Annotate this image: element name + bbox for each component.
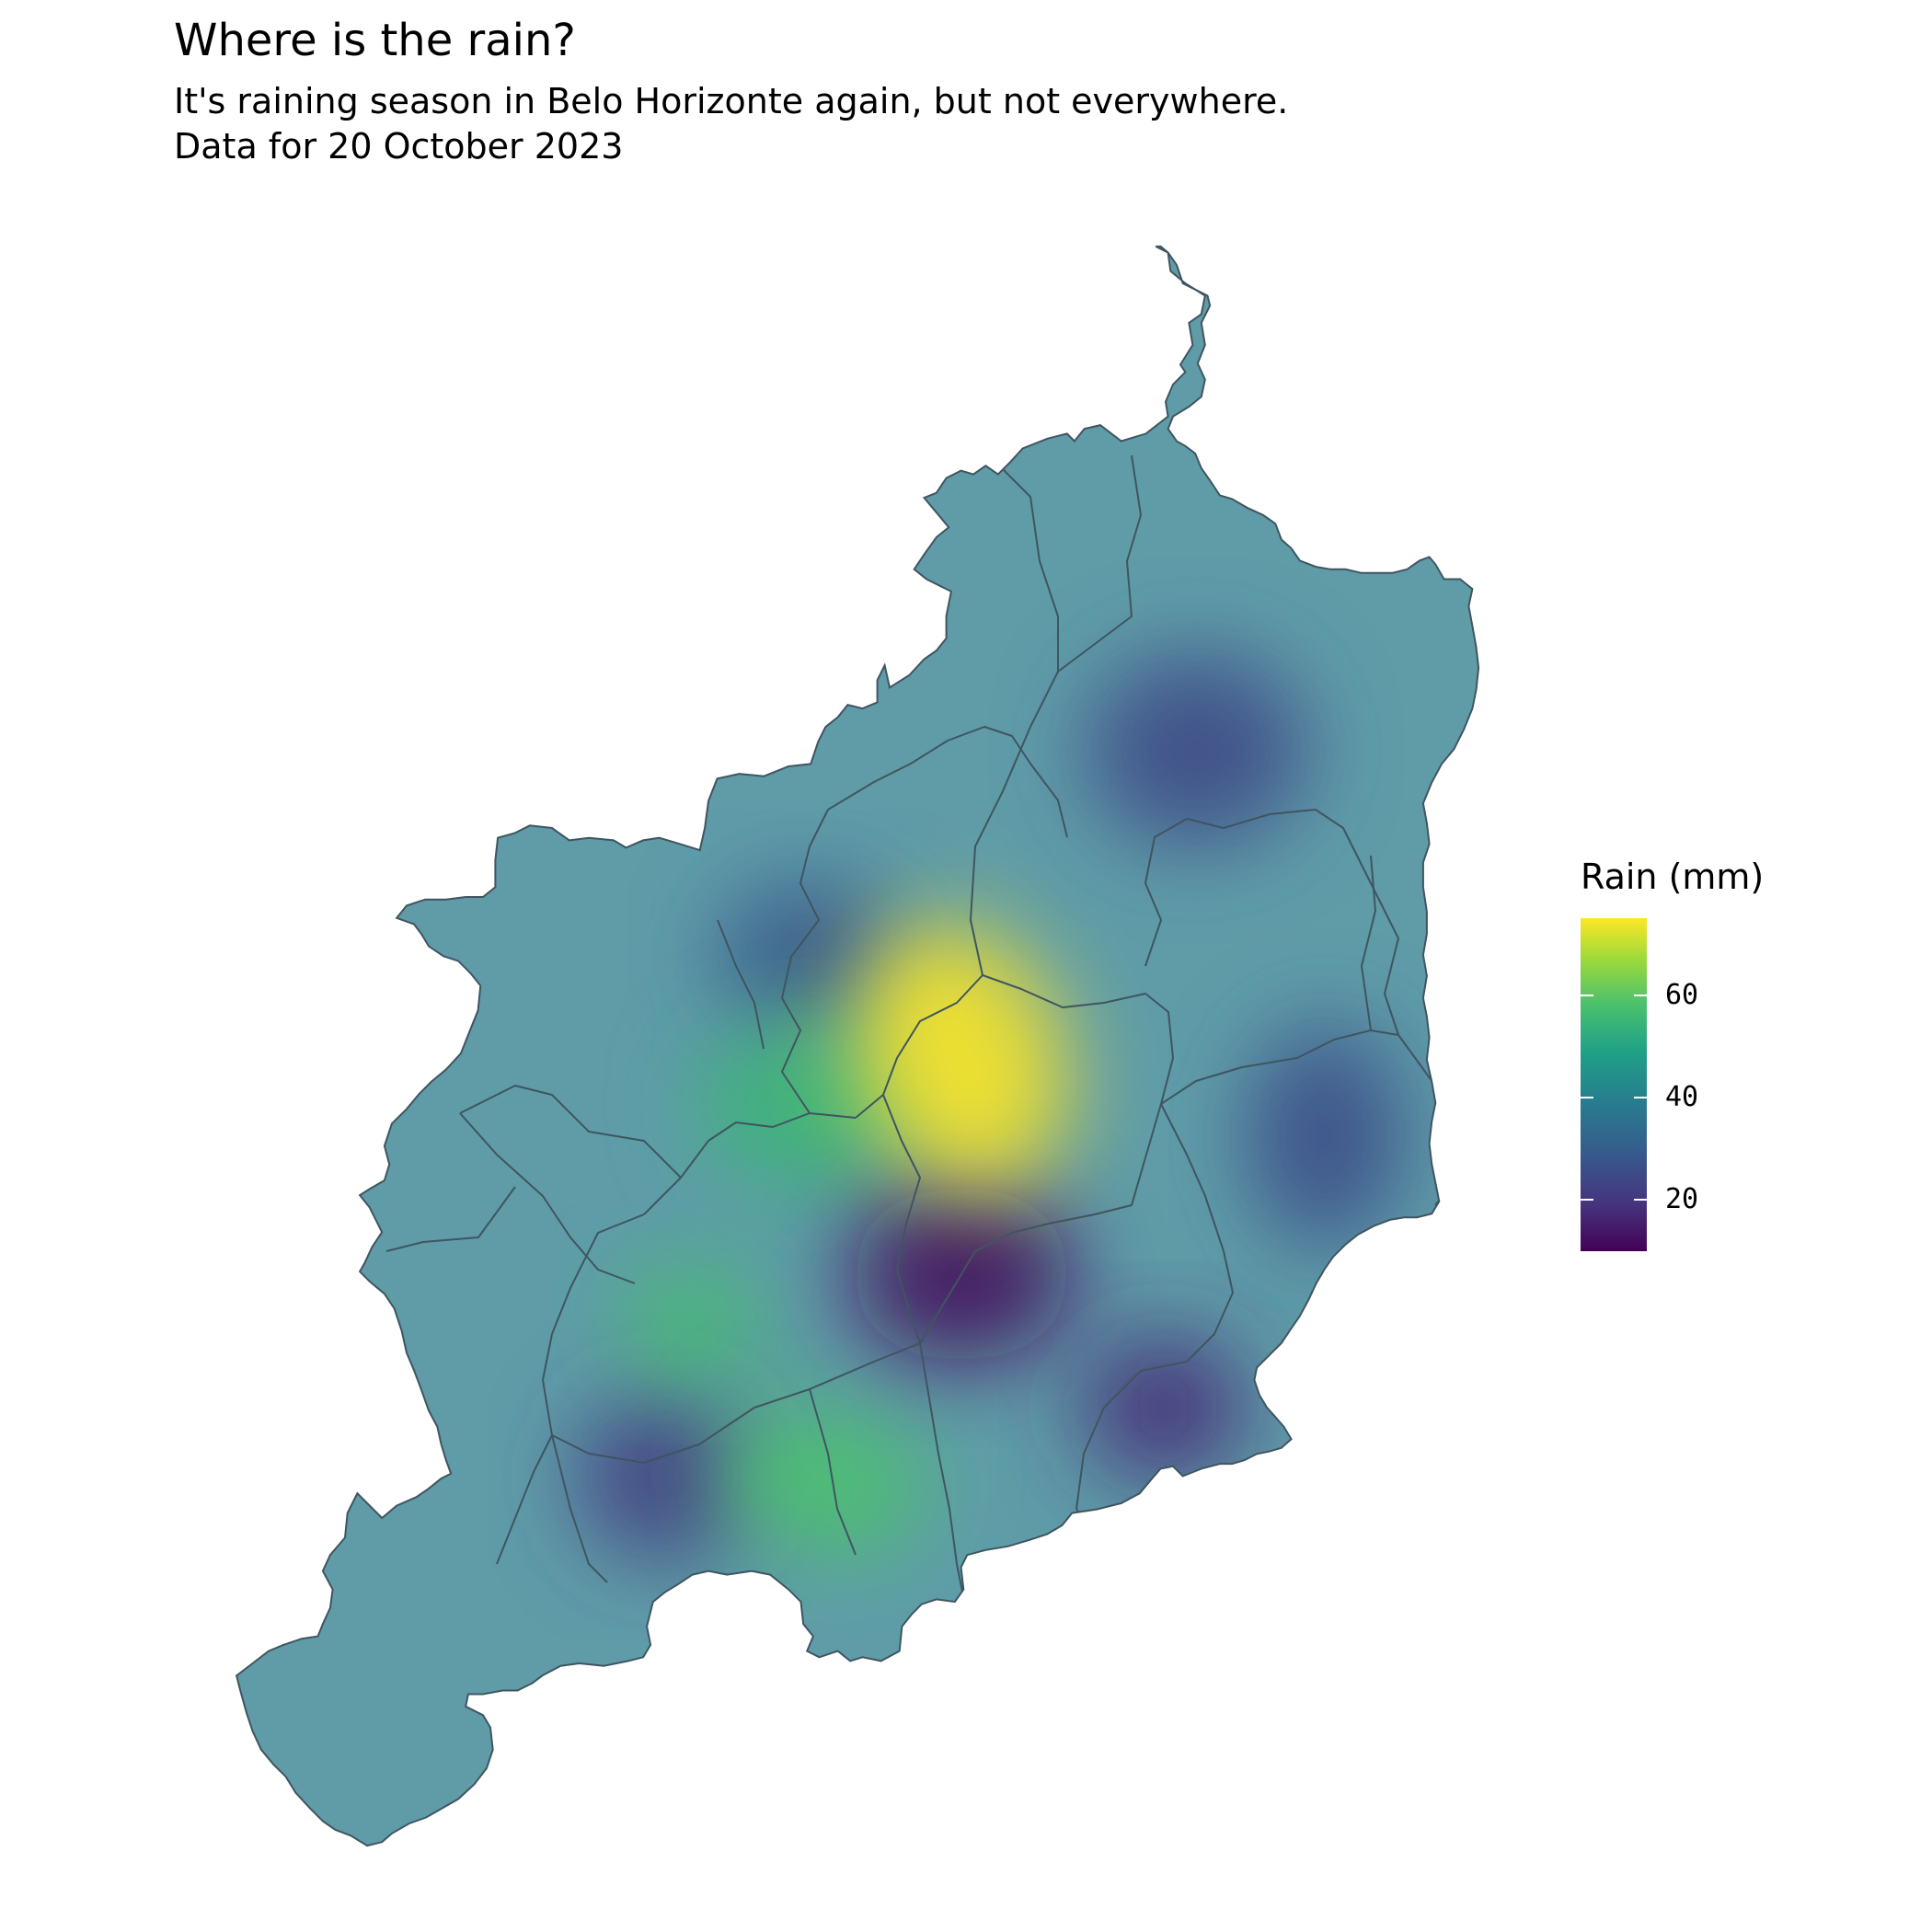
map-subtitle: It's raining season in Belo Horizonte ag… — [174, 79, 1288, 169]
district-border — [717, 919, 765, 1050]
rain-hotspots — [577, 653, 1403, 1559]
district-border — [459, 1112, 636, 1284]
district-border — [551, 1434, 608, 1583]
district-border — [1144, 809, 1317, 967]
rain-hotspot-far-south-west — [577, 1394, 752, 1559]
district-border — [982, 974, 1174, 1105]
district-border — [781, 809, 829, 1114]
district-border — [919, 1103, 1162, 1344]
district-border — [385, 1186, 516, 1252]
district-border — [496, 1434, 553, 1565]
municipality-outline — [235, 245, 1480, 1847]
region-borders — [385, 454, 1464, 1611]
map-title: Where is the rain? — [174, 15, 576, 66]
district-border — [1315, 809, 1399, 1036]
legend-tick-right — [1634, 1096, 1647, 1098]
district-border — [1057, 454, 1142, 673]
district-border — [459, 1085, 682, 1179]
legend-tick-right — [1634, 994, 1647, 996]
legend-colorbar — [1581, 918, 1647, 1251]
district-border — [809, 1388, 857, 1556]
rain-hotspot-center-north — [855, 924, 1068, 1192]
district-border — [542, 1213, 645, 1436]
rain-hotspot-south — [718, 1406, 929, 1557]
legend-tick-left — [1581, 994, 1593, 996]
subtitle-line-1: It's raining season in Belo Horizonte ag… — [174, 81, 1289, 121]
rain-hotspot-east — [1247, 1026, 1403, 1247]
district-border — [551, 1342, 921, 1464]
district-border — [1361, 855, 1376, 1031]
district-border — [882, 1094, 921, 1344]
legend-label: 60 — [1665, 978, 1699, 1011]
legend-title: Rain (mm) — [1581, 857, 1765, 897]
district-border — [1160, 1103, 1234, 1363]
legend-label: 40 — [1665, 1080, 1699, 1113]
subtitle-line-2: Data for 20 October 2023 — [174, 126, 624, 167]
district-border — [919, 1342, 967, 1611]
rain-surface — [236, 246, 1479, 1846]
district-border — [993, 459, 1059, 672]
district-border — [855, 974, 983, 1119]
district-border — [827, 726, 1068, 838]
rain-hotspot-north-east — [1086, 653, 1306, 846]
color-legend: Rain (mm) 60 40 20 — [1581, 856, 1820, 1260]
legend-tick-left — [1581, 1199, 1593, 1202]
rain-hotspot-north-center — [718, 883, 902, 1030]
rain-hotspot-south-west — [623, 1265, 761, 1385]
legend-tick-right — [1634, 1199, 1647, 1202]
rain-hotspot-south-east — [1081, 1334, 1247, 1481]
legend-tick-left — [1581, 1096, 1593, 1098]
legend-label: 20 — [1665, 1183, 1699, 1216]
district-border — [970, 671, 1059, 976]
